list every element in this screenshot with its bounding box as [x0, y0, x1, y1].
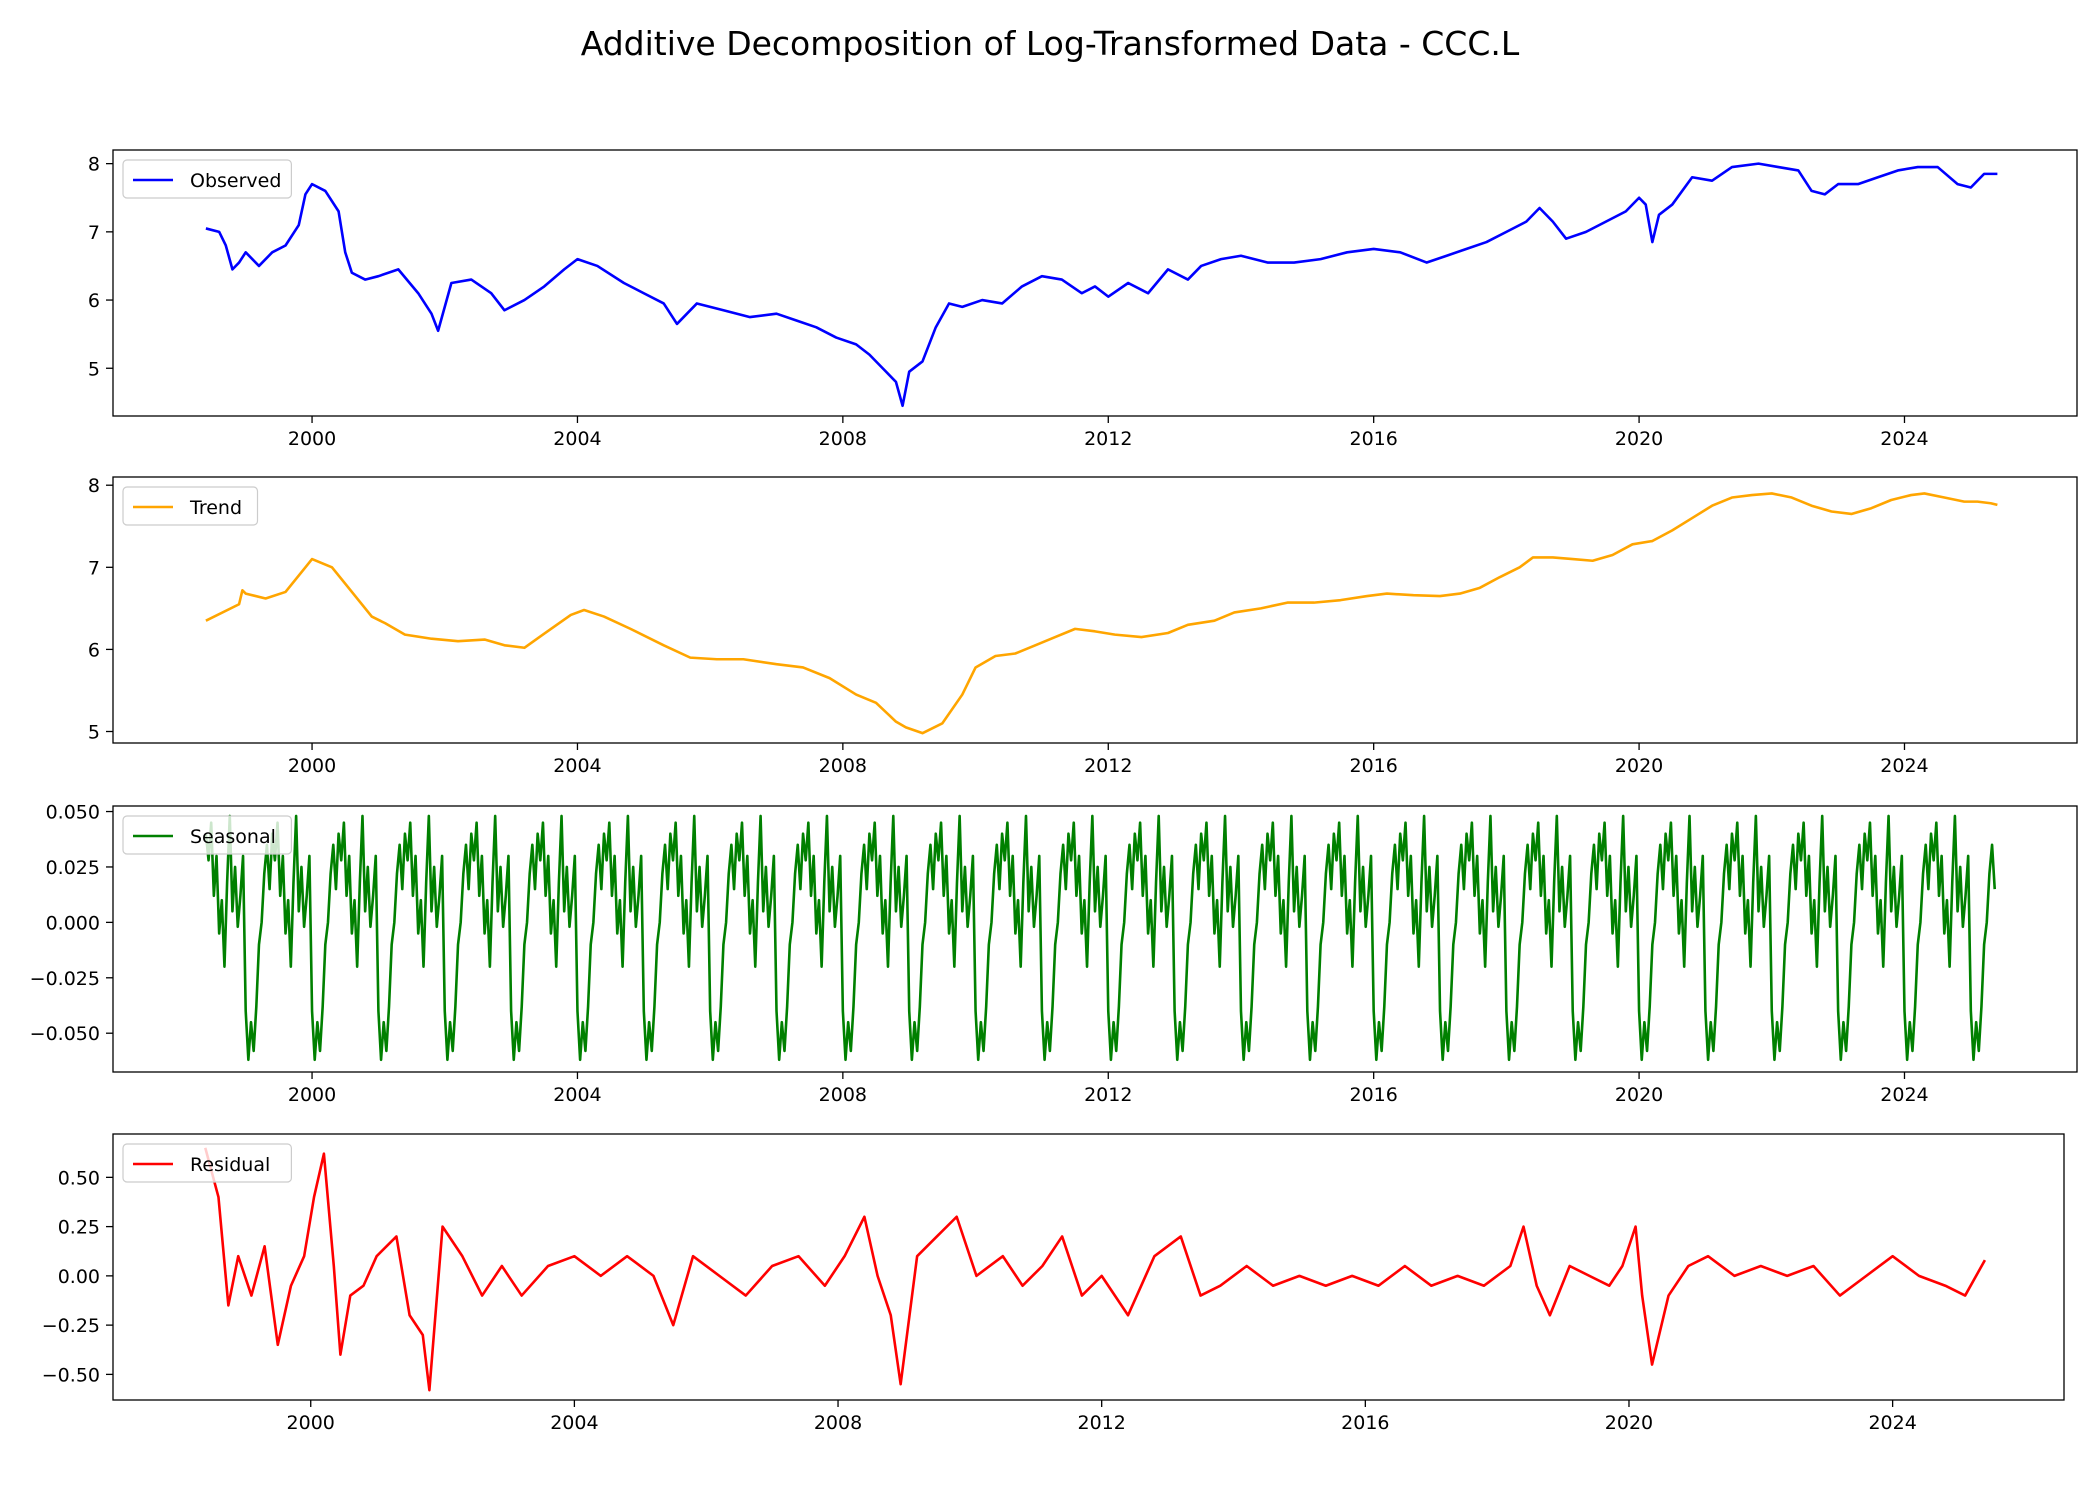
y-tick-label: 6 — [88, 290, 100, 312]
series-line-residual — [204, 1147, 1987, 1392]
x-tick-label: 2020 — [1605, 1412, 1653, 1434]
legend-box — [122, 1143, 292, 1183]
legend: Trend — [122, 486, 259, 526]
x-tick-label: 2000 — [288, 755, 336, 777]
panel-2: 2000 2004 2008 2012 2016 2020 2024 5 6 7 8 Trend — [88, 475, 2078, 777]
x-tick-label: 2008 — [819, 1084, 867, 1106]
y-tick-label: −0.050 — [30, 1023, 100, 1045]
x-tick-label: 2024 — [1868, 1412, 1916, 1434]
y-tick-label: 5 — [88, 722, 100, 744]
legend: Observed — [122, 159, 292, 199]
series-line-seasonal — [204, 814, 1997, 1062]
x-tick-label: 2012 — [1084, 755, 1132, 777]
x-tick-label: 2008 — [814, 1412, 862, 1434]
x-tick-label: 2024 — [1880, 428, 1928, 450]
series-line-trend — [205, 492, 1998, 735]
x-tick-label: 2016 — [1349, 1084, 1397, 1106]
x-tick-label: 2020 — [1615, 755, 1663, 777]
x-tick-label: 2004 — [553, 428, 601, 450]
y-tick-label: 7 — [88, 222, 100, 244]
x-tick-label: 2020 — [1615, 1084, 1663, 1106]
legend: Residual — [122, 1143, 292, 1183]
series-line-observed — [205, 162, 1998, 408]
y-tick-label: 7 — [88, 557, 100, 579]
x-tick-label: 2004 — [550, 1412, 598, 1434]
x-tick-label: 2008 — [819, 428, 867, 450]
axes-frame — [112, 476, 2078, 744]
legend-box — [122, 486, 259, 526]
figure-title: Additive Decomposition of Log-Transforme… — [580, 24, 1520, 63]
x-tick-label: 2012 — [1078, 1412, 1126, 1434]
x-tick-label: 2004 — [553, 1084, 601, 1106]
legend: Seasonal — [122, 815, 292, 855]
x-tick-label: 2024 — [1880, 1084, 1928, 1106]
x-tick-label: 2000 — [288, 428, 336, 450]
x-tick-label: 2000 — [288, 1084, 336, 1106]
legend-box — [122, 815, 292, 855]
legend-label: Observed — [190, 170, 281, 192]
y-tick-label: −0.50 — [42, 1364, 100, 1386]
y-tick-label: 5 — [88, 358, 100, 380]
x-tick-label: 2016 — [1341, 1412, 1389, 1434]
panel-1: 2000 2004 2008 2012 2016 2020 2024 5 6 7 8 Observed — [88, 149, 2078, 450]
axes-frame — [112, 805, 2078, 1073]
x-tick-label: 2004 — [553, 755, 601, 777]
x-tick-label: 2024 — [1880, 755, 1928, 777]
legend-label: Trend — [189, 497, 242, 519]
x-tick-label: 2016 — [1349, 755, 1397, 777]
y-tick-label: −0.025 — [30, 968, 100, 990]
y-tick-label: 0.00 — [58, 1266, 100, 1288]
y-tick-label: 0.000 — [46, 912, 100, 934]
x-tick-label: 2016 — [1349, 428, 1397, 450]
legend-label: Residual — [190, 1154, 270, 1176]
y-tick-label: 8 — [88, 475, 100, 497]
x-tick-label: 2000 — [287, 1412, 335, 1434]
legend-label: Seasonal — [190, 826, 276, 848]
y-tick-label: 0.050 — [46, 802, 100, 824]
x-tick-label: 2012 — [1084, 428, 1132, 450]
y-tick-label: 0.025 — [46, 857, 100, 879]
y-tick-label: −0.25 — [42, 1315, 100, 1337]
legend-box — [122, 159, 292, 199]
axes-frame — [112, 1133, 2065, 1401]
y-tick-label: 6 — [88, 639, 100, 661]
y-tick-label: 0.25 — [58, 1217, 100, 1239]
y-tick-label: 8 — [88, 154, 100, 176]
axes-frame — [112, 149, 2078, 417]
x-tick-label: 2020 — [1615, 428, 1663, 450]
panel-4: 2000 2004 2008 2012 2016 2020 2024 0.50 0.25 0.00… — [42, 1133, 2065, 1434]
panel-3: 2000 2004 2008 2012 2016 2020 2024 0.050 0.025 0.… — [30, 802, 2078, 1106]
x-tick-label: 2012 — [1084, 1084, 1132, 1106]
x-tick-label: 2008 — [819, 755, 867, 777]
y-tick-label: 0.50 — [58, 1167, 100, 1189]
